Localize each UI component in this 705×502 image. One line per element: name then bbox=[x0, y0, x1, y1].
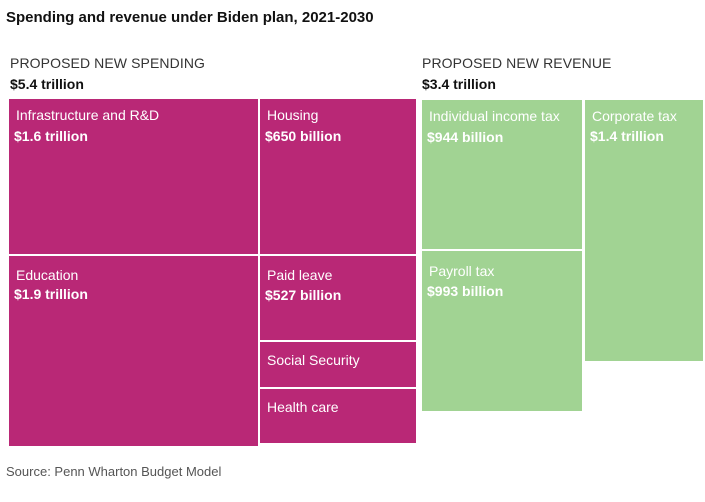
treemap-cell-payroll-tax: Payroll tax $993 billion bbox=[422, 251, 582, 411]
cell-label: Education bbox=[16, 267, 79, 283]
treemap-cell-corporate-tax: Corporate tax $1.4 trillion bbox=[585, 100, 703, 361]
treemap-cell-social-security: Social Security bbox=[260, 342, 416, 387]
cell-label: Corporate tax bbox=[592, 108, 677, 124]
cell-value: $1.4 trillion bbox=[590, 128, 664, 144]
spending-panel-total: $5.4 trillion bbox=[10, 76, 84, 92]
chart-title: Spending and revenue under Biden plan, 2… bbox=[6, 9, 374, 26]
cell-label: Individual income tax bbox=[429, 108, 560, 124]
cell-label: Health care bbox=[267, 399, 339, 415]
chart-source: Source: Penn Wharton Budget Model bbox=[6, 464, 222, 479]
cell-value: $944 billion bbox=[427, 129, 504, 145]
cell-value: $1.6 trillion bbox=[14, 128, 88, 144]
cell-label: Infrastructure and R&D bbox=[16, 107, 160, 123]
cell-value: $1.9 trillion bbox=[14, 286, 88, 302]
cell-label: Payroll tax bbox=[429, 263, 495, 279]
treemap-cell-individual-income-tax: Individual income tax $944 billion bbox=[422, 100, 582, 249]
cell-label: Paid leave bbox=[267, 267, 333, 283]
cell-value: $527 billion bbox=[265, 287, 342, 303]
treemap-cell-paid-leave: Paid leave $527 billion bbox=[260, 256, 416, 340]
cell-value: $650 billion bbox=[265, 128, 342, 144]
spending-panel-label: PROPOSED NEW SPENDING bbox=[10, 55, 206, 71]
revenue-panel-total: $3.4 trillion bbox=[422, 76, 496, 92]
treemap-cell-infrastructure-rd: Infrastructure and R&D $1.6 trillion bbox=[9, 99, 258, 254]
cell-label: Housing bbox=[267, 107, 319, 123]
treemap-cell-housing: Housing $650 billion bbox=[260, 99, 416, 254]
revenue-panel-label: PROPOSED NEW REVENUE bbox=[422, 55, 612, 71]
cell-value: $993 billion bbox=[427, 283, 504, 299]
cell-label: Social Security bbox=[267, 352, 360, 368]
treemap-cell-health-care: Health care bbox=[260, 389, 416, 443]
treemap-cell-education: Education $1.9 trillion bbox=[9, 256, 258, 446]
